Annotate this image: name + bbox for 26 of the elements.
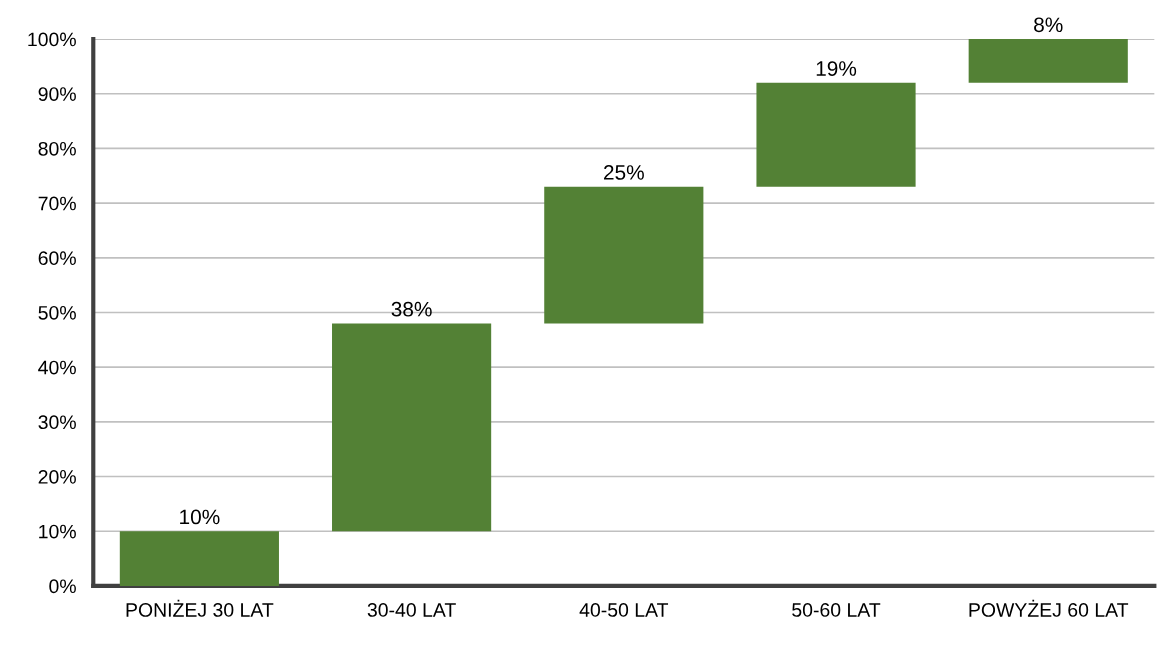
- y-tick-label: 70%: [38, 196, 76, 211]
- y-tick-label: 60%: [38, 251, 76, 266]
- y-tick-label: 30%: [38, 415, 76, 430]
- data-label: 10%: [180, 509, 220, 525]
- data-label: 8%: [1034, 17, 1063, 33]
- y-tick-label: 50%: [38, 305, 76, 320]
- y-tick-label: 0%: [49, 579, 76, 594]
- data-label: 38%: [391, 301, 432, 317]
- bar: [544, 186, 704, 324]
- data-label: 19%: [816, 61, 857, 76]
- y-tick-label: 100%: [28, 32, 76, 47]
- x-tick-label: POWYŻEJ 60 LAT: [969, 599, 1129, 617]
- x-tick-label: 50-60 LAT: [792, 603, 881, 617]
- data-label: 25%: [604, 165, 644, 180]
- x-tick-label: 30-40 LAT: [367, 603, 456, 617]
- bar: [968, 39, 1128, 83]
- y-tick-label: 20%: [38, 470, 76, 484]
- y-tick-label: 90%: [38, 87, 76, 101]
- bar: [756, 82, 916, 187]
- y-tick-label: 40%: [38, 360, 76, 375]
- x-tick-label: PONIŻEJ 30 LAT: [126, 599, 274, 617]
- x-tick-label: 40-50 LAT: [579, 603, 669, 617]
- bar: [332, 323, 492, 532]
- y-tick-label: 10%: [39, 524, 76, 539]
- y-tick-label: 80%: [38, 141, 76, 156]
- bar: [119, 531, 279, 586]
